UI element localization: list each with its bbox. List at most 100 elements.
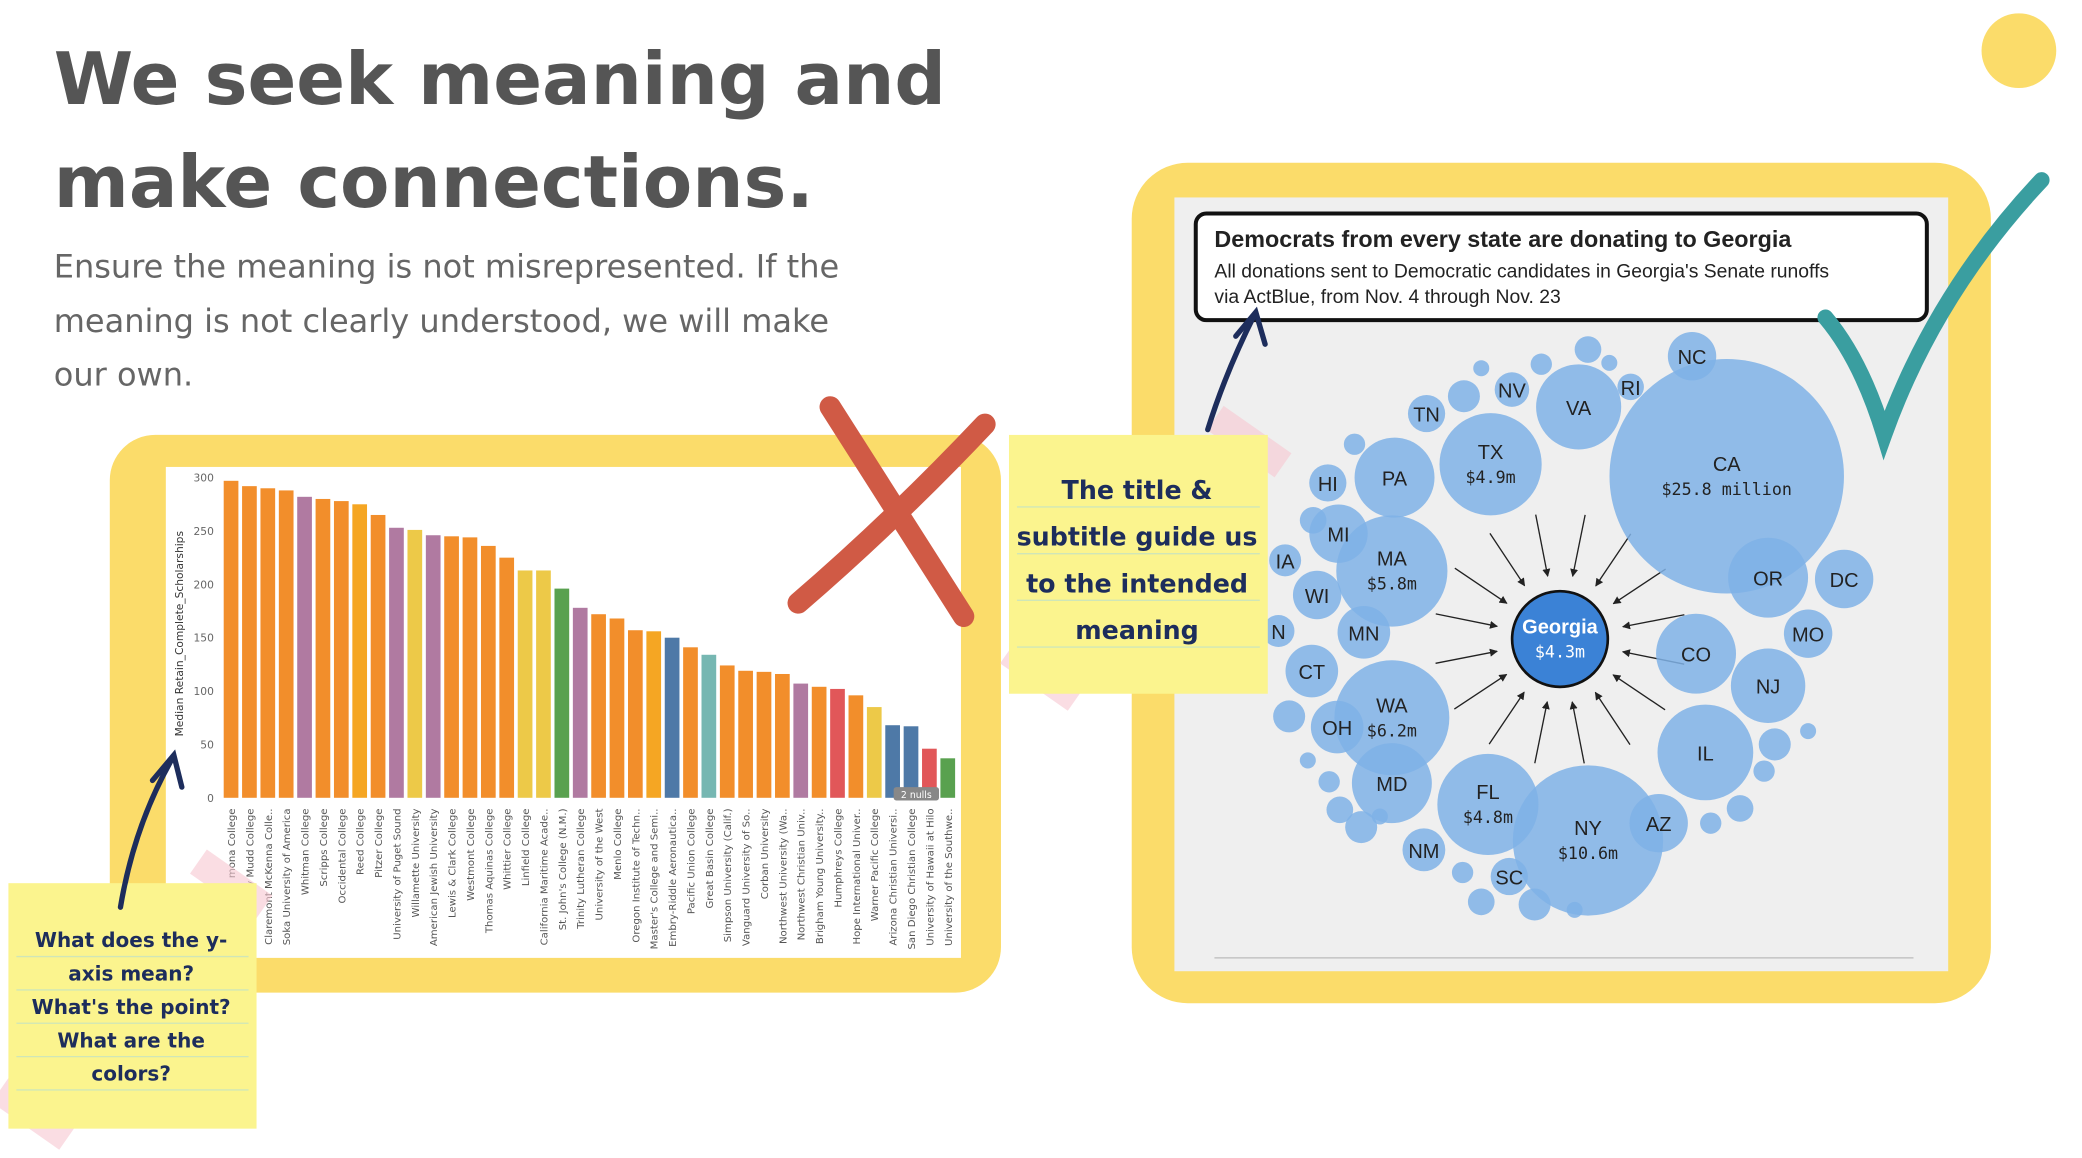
bubble-label: CT: [1298, 662, 1325, 684]
value-label: $6.2m: [1367, 721, 1417, 740]
decor-bubble: [1318, 771, 1340, 793]
bar: [389, 527, 404, 798]
x-tick-label: Scripps College: [319, 808, 330, 886]
value-label: $5.8m: [1367, 575, 1417, 594]
check-mark: [1817, 172, 2050, 461]
y-tick-label: 100: [194, 685, 215, 698]
bubble: [1510, 589, 1610, 689]
bar: [719, 665, 735, 798]
bar: [278, 490, 294, 798]
y-tick-label: 50: [200, 738, 214, 751]
title-box: [1193, 211, 1929, 323]
bubble: [1437, 753, 1539, 856]
y-tick-label: 0: [207, 792, 214, 805]
bar: [297, 496, 312, 798]
bubble: [1490, 857, 1528, 896]
bar: [407, 529, 423, 798]
bar: [591, 614, 606, 798]
x-tick-label: Soka University of America: [282, 808, 293, 945]
bubble-label: Georgia: [1522, 617, 1598, 639]
bubble-label: HI: [1318, 474, 1338, 496]
sticky-note: [8, 883, 257, 1129]
bubble-label: NY: [1574, 818, 1602, 840]
bubble-label: NJ: [1756, 677, 1780, 699]
x-tick-label: Arizona Christian Universi..: [889, 808, 900, 945]
bubble-label: MD: [1376, 774, 1407, 796]
bar: [223, 480, 239, 798]
decor-bubble: [1447, 380, 1480, 413]
bubble: [1310, 700, 1364, 754]
bubble: [1783, 609, 1833, 658]
flow-arrow: [1612, 568, 1666, 605]
bubble: [1629, 793, 1688, 853]
bubble-label: CO: [1681, 645, 1711, 667]
decor-bubble: [1451, 861, 1474, 884]
y-tick-label: 150: [194, 632, 215, 645]
bar: [242, 486, 257, 798]
note-lines: [1016, 506, 1260, 648]
bubble: [1656, 613, 1737, 694]
x-tick-label: Claremont McKenna Colle..: [264, 808, 275, 944]
decor-bubble: [1758, 728, 1791, 761]
bubble-label: MN: [1348, 623, 1379, 645]
x-tick-label: San Diego Christian College: [907, 808, 918, 949]
bubble-label: RI: [1621, 378, 1641, 400]
flow-arrow: [1534, 701, 1550, 764]
note-text: What's the point?: [32, 995, 231, 1019]
bubble-label: OH: [1322, 718, 1352, 740]
bar: [536, 570, 551, 798]
flow-arrow: [1454, 567, 1508, 604]
x-tick-label: St. John's College (N.M.): [558, 808, 569, 930]
bar: [738, 670, 753, 798]
decor-bubble: [1800, 723, 1817, 740]
decor-bubble: [1473, 360, 1490, 377]
slide-subtitle: our own.: [54, 356, 193, 394]
bar: [940, 758, 956, 798]
bubble: [1262, 615, 1295, 648]
bubble-label: MO: [1792, 625, 1824, 647]
flow-arrow: [1435, 613, 1498, 629]
chart-title: Democrats from every state are donating …: [1214, 226, 1792, 252]
x-tick-label: Humphreys College: [834, 808, 845, 907]
x-tick-label: Occidental College: [337, 808, 348, 903]
bubble-label: TX: [1478, 442, 1504, 464]
x-tick-label: Brigham Young University..: [815, 808, 826, 944]
chart-subtitle: via ActBlue, from Nov. 4 through Nov. 23: [1214, 286, 1560, 308]
bar: [260, 488, 276, 798]
bubble-label: NV: [1498, 381, 1526, 403]
bubble-label: WI: [1305, 586, 1329, 608]
decor-bubble: [1726, 795, 1754, 822]
bubble: [1269, 544, 1302, 577]
bubble-chart: Georgia $4.3m CA $25.8 million NY $10.6m WA $6.…: [1262, 331, 1874, 921]
bubble-label: DC: [1830, 570, 1859, 592]
decor-bubble: [1574, 336, 1602, 363]
bubble-label: MI: [1327, 525, 1349, 547]
x-tick-label: Thomas Aquinas College: [484, 808, 495, 934]
bubble: [1609, 359, 1844, 594]
decor-bubble: [1700, 812, 1722, 834]
bubble-label: IA: [1276, 551, 1296, 573]
bubble: [1512, 765, 1664, 916]
note-text: meaning: [1075, 615, 1199, 645]
flow-arrow: [1535, 514, 1551, 577]
note-lines: [16, 955, 249, 1091]
bubble: [1667, 331, 1717, 381]
bubble: [1334, 660, 1450, 776]
decor-dot: [1981, 13, 2057, 89]
x-tick-label: Pacific Union College: [686, 808, 697, 914]
bar: [885, 725, 900, 798]
bubble: [1814, 549, 1874, 609]
bubble-label: NC: [1678, 347, 1707, 369]
y-tick-label: 300: [194, 472, 215, 485]
x-tick-label: Northwest University (Wa..: [778, 808, 789, 944]
x-tick-label: Northwest Christian Univ..: [797, 808, 808, 940]
slide-subtitle: Ensure the meaning is not misrepresented…: [54, 247, 839, 285]
x-tick-label: Great Basin College: [705, 808, 716, 908]
bar: [627, 630, 643, 798]
slide-title: make connections.: [54, 140, 814, 224]
bar: [903, 726, 919, 798]
x-tick-label: Simpson University (Calif.): [723, 808, 734, 942]
x-tick-label: Menlo College: [613, 808, 624, 879]
bar: [811, 686, 827, 798]
